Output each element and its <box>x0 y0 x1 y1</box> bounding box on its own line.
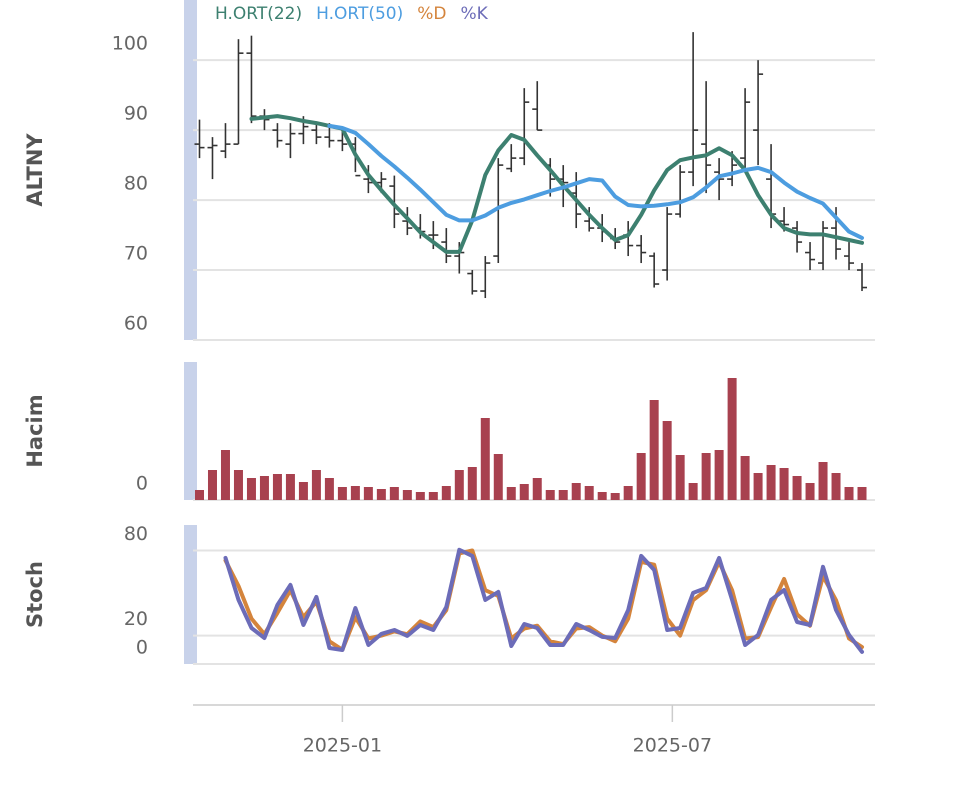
bar <box>818 462 828 500</box>
bar <box>285 474 295 500</box>
bar <box>558 490 568 500</box>
series-line <box>327 123 864 240</box>
bar <box>194 490 204 500</box>
axis-band <box>184 525 197 664</box>
bar <box>272 474 282 500</box>
bar <box>766 465 776 500</box>
bar <box>857 487 867 500</box>
bar <box>688 483 698 500</box>
bar <box>727 378 737 500</box>
bar <box>428 492 438 500</box>
bar <box>441 486 451 500</box>
y-axis-label: ALTNY <box>23 133 47 207</box>
bar <box>740 456 750 500</box>
y-tick-label: 70 <box>124 243 148 265</box>
y-tick-label: 80 <box>124 173 148 195</box>
bar <box>389 487 399 500</box>
bar <box>649 400 659 500</box>
y-tick-label: 100 <box>112 33 148 55</box>
bar <box>298 482 308 500</box>
bar <box>363 487 373 500</box>
y-tick-label: 0 <box>136 637 148 659</box>
bar <box>779 468 789 500</box>
x-tick-label: 2025-07 <box>633 735 712 757</box>
bar <box>337 487 347 500</box>
bar <box>532 478 542 500</box>
y-tick-label: 0 <box>136 473 148 495</box>
y-tick-label: 90 <box>124 103 148 125</box>
bar <box>480 418 490 500</box>
bar <box>584 486 594 500</box>
bar <box>805 483 815 500</box>
y-axis-label: Stoch <box>23 561 47 628</box>
series-line <box>249 114 864 254</box>
bar <box>571 483 581 500</box>
bar <box>259 476 269 500</box>
bar <box>675 455 685 500</box>
axis-band <box>184 362 197 500</box>
bar <box>467 467 477 500</box>
bar <box>220 450 230 500</box>
y-tick-label: 20 <box>124 608 148 630</box>
legend-entry: %D <box>417 4 446 24</box>
bar <box>792 476 802 500</box>
bar <box>246 478 256 500</box>
bar <box>324 478 334 500</box>
bar <box>493 454 503 500</box>
y-axis-label: Hacim <box>23 394 47 467</box>
bar <box>844 487 854 500</box>
bar <box>506 487 516 500</box>
bar <box>454 470 464 500</box>
bar <box>545 490 555 500</box>
bar <box>402 490 412 500</box>
x-tick-label: 2025-01 <box>303 735 382 757</box>
bar <box>636 453 646 500</box>
bar <box>415 492 425 500</box>
legend-entry: H.ORT(50) <box>316 4 403 24</box>
axis-band <box>184 0 197 340</box>
bar <box>610 493 620 500</box>
bar <box>519 484 529 500</box>
bar <box>714 450 724 500</box>
series-line <box>223 547 864 654</box>
bar <box>701 453 711 500</box>
bar <box>233 470 243 500</box>
legend-entry: H.ORT(22) <box>215 4 302 24</box>
bar <box>662 421 672 500</box>
y-tick-label: 80 <box>124 523 148 545</box>
bar <box>207 470 217 500</box>
bar <box>376 489 386 500</box>
bar <box>597 492 607 500</box>
legend-entry: %K <box>461 4 489 24</box>
bar <box>623 486 633 500</box>
bar <box>753 473 763 500</box>
bar <box>311 470 321 500</box>
bar <box>831 473 841 500</box>
y-tick-label: 60 <box>124 313 148 335</box>
bar <box>350 486 360 500</box>
